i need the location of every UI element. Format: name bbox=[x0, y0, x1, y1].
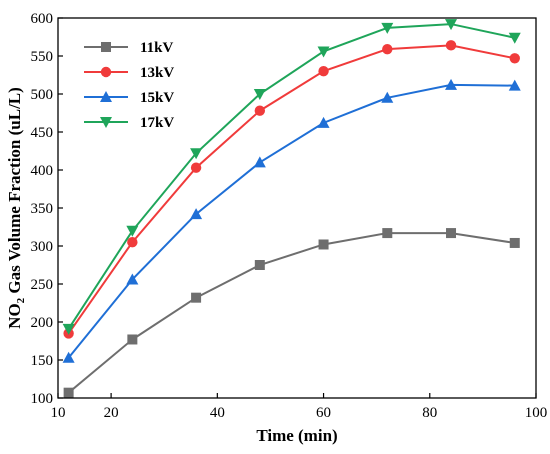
legend-marker-15kV bbox=[100, 91, 112, 102]
data-point-15kV-6 bbox=[445, 78, 458, 90]
data-point-11kV-1 bbox=[127, 334, 138, 345]
legend-label-13kV: 13kV bbox=[140, 65, 174, 81]
y-tick-label: 300 bbox=[31, 239, 54, 255]
data-point-13kV-6 bbox=[445, 40, 457, 51]
legend-item-13kV: 13kV bbox=[84, 65, 174, 81]
series-line-13kV bbox=[67, 44, 515, 334]
series-17kV bbox=[62, 19, 521, 335]
data-point-15kV-4 bbox=[317, 116, 330, 128]
data-point-13kV-4 bbox=[318, 66, 329, 77]
y-tick-label: 400 bbox=[31, 163, 54, 179]
series-line-15kV bbox=[67, 83, 515, 359]
data-point-13kV-2 bbox=[190, 162, 202, 173]
y-axis-title-subscript: 2 bbox=[15, 297, 27, 303]
data-point-11kV-6 bbox=[446, 228, 457, 239]
y-axis-title: NO2 Gas Volume Fraction (uL/L) bbox=[5, 87, 27, 329]
data-point-17kV-7 bbox=[508, 32, 521, 44]
data-point-17kV-1 bbox=[126, 225, 139, 237]
y-tick-label: 100 bbox=[31, 391, 54, 407]
y-axis-title-rest: Gas Volume Fraction (uL/L) bbox=[5, 87, 24, 298]
x-tick-label: 40 bbox=[210, 405, 225, 421]
series-15kV bbox=[62, 78, 521, 363]
data-point-17kV-6 bbox=[445, 19, 458, 31]
legend-item-15kV: 15kV bbox=[84, 90, 174, 106]
data-point-17kV-0 bbox=[62, 323, 75, 335]
y-tick-label: 250 bbox=[31, 277, 54, 293]
y-tick-label: 450 bbox=[31, 125, 54, 141]
axes: 10 20 40 60 80 100 100 150 200 250 300 350 400 450 500… bbox=[31, 11, 548, 421]
y-axis-title-main: NO bbox=[5, 303, 24, 329]
series-11kV bbox=[63, 228, 520, 398]
data-point-11kV-2 bbox=[191, 292, 202, 303]
y-tick-label: 150 bbox=[31, 353, 54, 369]
data-point-17kV-4 bbox=[317, 46, 330, 58]
data-point-15kV-1 bbox=[126, 273, 139, 285]
series-13kV bbox=[63, 40, 520, 339]
legend-marker-17kV bbox=[100, 117, 112, 128]
legend-marker-13kV bbox=[100, 66, 112, 78]
data-point-15kV-0 bbox=[62, 351, 75, 363]
data-point-17kV-5 bbox=[381, 22, 394, 34]
y-tick-label: 350 bbox=[31, 201, 54, 217]
y-tick-label: 600 bbox=[31, 11, 54, 27]
data-point-13kV-3 bbox=[254, 105, 266, 116]
series-line-11kV bbox=[67, 232, 515, 394]
data-point-11kV-0 bbox=[63, 387, 74, 398]
x-tick-label: 80 bbox=[422, 405, 437, 421]
x-tick-label: 60 bbox=[316, 405, 331, 421]
data-point-13kV-1 bbox=[127, 237, 138, 248]
legend-label-11kV: 11kV bbox=[140, 40, 174, 56]
legend-item-17kV: 17kV bbox=[84, 115, 174, 131]
x-axis-title: Time (min) bbox=[256, 426, 337, 445]
x-tick-label: 100 bbox=[525, 405, 548, 421]
data-point-15kV-7 bbox=[508, 79, 521, 91]
data-point-15kV-3 bbox=[253, 156, 266, 168]
series-line-17kV bbox=[67, 23, 515, 330]
legend-item-11kV: 11kV bbox=[84, 40, 174, 56]
y-tick-label: 550 bbox=[31, 49, 54, 65]
data-point-15kV-2 bbox=[190, 208, 203, 220]
x-tick-label: 20 bbox=[104, 405, 119, 421]
data-point-17kV-2 bbox=[190, 148, 203, 160]
plot-area bbox=[62, 19, 521, 398]
data-point-13kV-7 bbox=[509, 53, 520, 64]
x-tick-label: 10 bbox=[51, 405, 66, 421]
legend-label-17kV: 17kV bbox=[140, 115, 174, 131]
legend-marker-11kV bbox=[101, 42, 111, 52]
data-point-11kV-3 bbox=[254, 260, 265, 270]
y-tick-label: 200 bbox=[31, 315, 54, 331]
data-point-11kV-4 bbox=[318, 239, 329, 250]
data-point-13kV-5 bbox=[382, 43, 393, 55]
data-point-11kV-5 bbox=[382, 228, 393, 239]
data-point-17kV-3 bbox=[253, 89, 266, 100]
y-tick-label: 500 bbox=[31, 87, 54, 103]
legend-label-15kV: 15kV bbox=[140, 90, 174, 106]
data-point-15kV-5 bbox=[381, 91, 394, 103]
legend: 11kV 13kV 15kV 17kV bbox=[84, 40, 174, 131]
data-point-11kV-7 bbox=[509, 237, 520, 248]
